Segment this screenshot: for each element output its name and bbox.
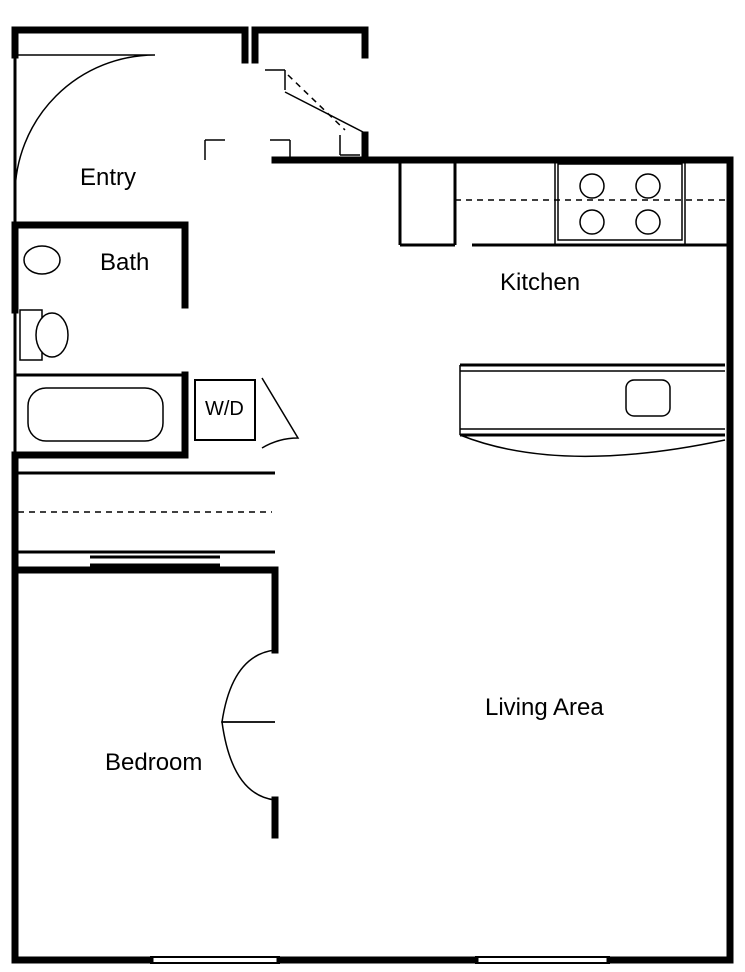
label-wd: W/D <box>205 398 244 420</box>
bath-sink-icon <box>24 246 60 274</box>
label-bath: Bath <box>100 249 149 276</box>
label-bedroom: Bedroom <box>105 749 202 776</box>
label-living: Living Area <box>485 694 604 721</box>
kitchen-sink-icon <box>626 380 670 416</box>
stove-burner-icon <box>580 210 604 234</box>
toilet-seat-icon <box>36 313 68 357</box>
stove-burner-icon <box>580 174 604 198</box>
label-kitchen: Kitchen <box>500 269 580 296</box>
stove-burner-icon <box>636 174 660 198</box>
stove-burner-icon <box>636 210 660 234</box>
bathtub-icon <box>28 388 163 441</box>
label-entry: Entry <box>80 164 136 191</box>
canvas-bg <box>0 0 745 972</box>
